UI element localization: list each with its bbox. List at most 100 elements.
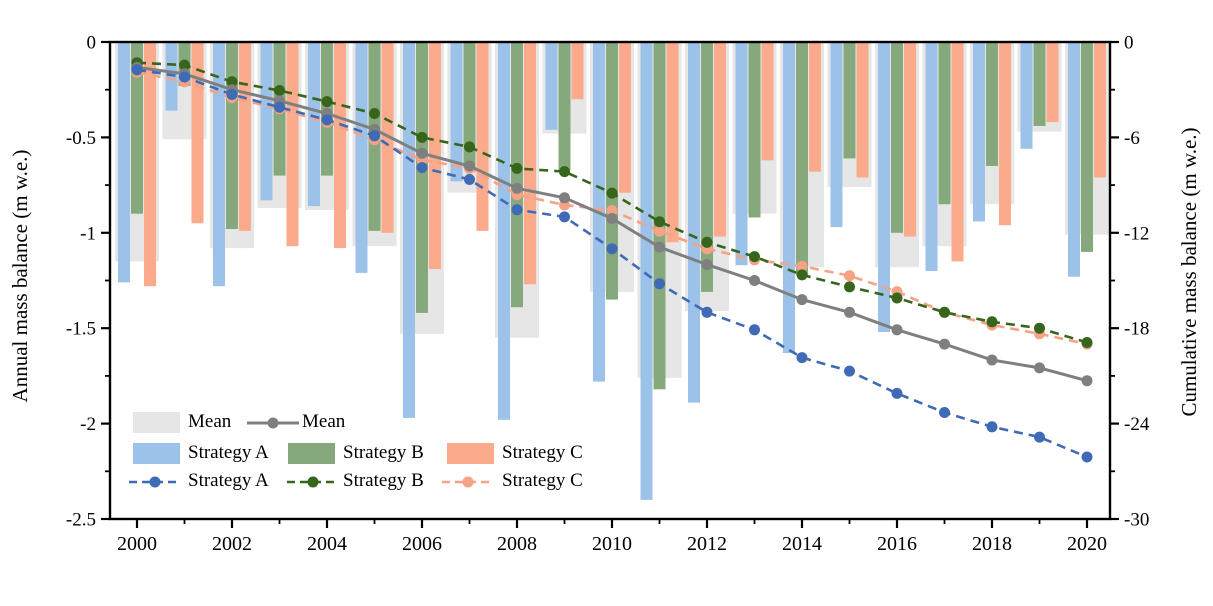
x-axis-tick-label-2016: 2016 — [877, 533, 917, 555]
bar-strategy-a-2018 — [973, 42, 985, 222]
point-mean-2017 — [939, 338, 950, 350]
point-strategy-b-2006 — [416, 131, 428, 143]
point-strategy-a-2012 — [701, 306, 713, 318]
bar-strategy-b-2020 — [1081, 42, 1093, 252]
point-strategy-b-2009 — [559, 166, 570, 178]
left-axis-title: Annual mass balance (m w.e.) — [8, 149, 32, 403]
point-mean-2014 — [796, 294, 808, 306]
point-strategy-b-2007 — [464, 141, 475, 153]
bar-strategy-a-2005 — [355, 42, 368, 273]
point-strategy-b-2011 — [654, 216, 665, 228]
lines-layer — [131, 57, 1093, 463]
bar-strategy-a-2002 — [213, 42, 225, 287]
point-strategy-a-2008 — [511, 204, 523, 216]
bar-strategy-b-2013 — [748, 42, 761, 218]
bar-strategy-a-2012 — [688, 42, 700, 403]
bar-strategy-c-2015 — [856, 42, 869, 178]
bar-strategy-c-2012 — [714, 42, 726, 237]
bar-strategy-c-2009 — [571, 42, 584, 100]
point-mean-2009 — [559, 192, 570, 204]
point-mean-2008 — [511, 182, 523, 194]
x-axis-tick-label-2002: 2002 — [212, 533, 252, 555]
bar-strategy-b-2016 — [891, 42, 903, 233]
bar-strategy-b-2011 — [653, 42, 666, 390]
point-mean-2012 — [701, 259, 713, 271]
bar-strategy-c-2002 — [239, 42, 251, 231]
bar-strategy-c-2016 — [904, 42, 916, 237]
bar-strategy-c-2000 — [144, 42, 156, 287]
bar-strategy-a-2019 — [1020, 42, 1033, 149]
point-strategy-b-2002 — [226, 76, 238, 88]
bar-strategy-c-2010 — [619, 42, 631, 193]
point-strategy-a-2016 — [891, 387, 903, 399]
x-axis-tick-label-2008: 2008 — [497, 533, 537, 555]
bar-strategy-c-2011 — [666, 42, 679, 243]
point-strategy-b-2001 — [179, 59, 190, 71]
point-strategy-a-2003 — [274, 101, 285, 113]
bar-strategy-b-2015 — [843, 42, 856, 159]
point-strategy-a-2002 — [226, 89, 238, 100]
point-strategy-a-2011 — [654, 278, 665, 290]
bar-strategy-a-2007 — [450, 42, 463, 182]
point-strategy-b-2016 — [891, 292, 903, 304]
point-strategy-c-2011 — [654, 225, 665, 237]
left-axis-tick-label-5: -2.5 — [66, 510, 96, 531]
left-axis-tick-label-3: -1.5 — [66, 319, 96, 340]
bar-strategy-c-2018 — [999, 42, 1011, 226]
point-strategy-b-2013 — [749, 251, 760, 263]
bar-strategy-b-2014 — [796, 42, 808, 275]
point-mean-2015 — [844, 306, 855, 318]
x-axis-tick-label-2006: 2006 — [402, 533, 442, 555]
left-axis-tick-label-0: 0 — [87, 33, 97, 54]
bar-strategy-a-2011 — [640, 42, 653, 500]
point-mean-2020 — [1081, 375, 1093, 387]
bar-strategy-c-2017 — [951, 42, 964, 262]
bar-strategy-a-2017 — [925, 42, 938, 271]
bar-strategy-a-2009 — [545, 42, 558, 130]
bar-strategy-a-2001 — [165, 42, 178, 111]
point-mean-2011 — [654, 241, 665, 253]
left-axis-tick-label-4: -2 — [80, 414, 96, 435]
point-strategy-b-2020 — [1081, 337, 1093, 348]
x-axis-tick-label-2018: 2018 — [972, 533, 1012, 555]
right-axis-title: Cumulative mass balance (m w.e.) — [1177, 127, 1201, 417]
x-axis-tick-label-2014: 2014 — [782, 533, 822, 555]
bar-strategy-c-2013 — [761, 42, 774, 161]
point-mean-2007 — [464, 160, 475, 172]
right-axis-tick-label-4: -24 — [1124, 414, 1150, 435]
bar-strategy-b-2017 — [938, 42, 951, 205]
bar-strategy-b-2006 — [416, 42, 428, 313]
bar-strategy-a-2004 — [308, 42, 320, 207]
bars-layer — [115, 42, 1109, 500]
point-strategy-c-2010 — [606, 205, 618, 216]
bar-strategy-a-2020 — [1068, 42, 1080, 277]
point-strategy-b-2014 — [796, 269, 808, 281]
point-strategy-a-2007 — [464, 174, 475, 185]
bar-strategy-c-2003 — [286, 42, 299, 247]
point-strategy-a-2014 — [796, 352, 808, 364]
bar-strategy-a-2008 — [498, 42, 510, 420]
point-strategy-a-2005 — [369, 130, 380, 142]
bar-strategy-b-2019 — [1033, 42, 1046, 126]
bar-strategy-b-2009 — [558, 42, 571, 170]
bar-strategy-a-2006 — [403, 42, 415, 418]
bar-strategy-a-2003 — [260, 42, 273, 201]
point-mean-2006 — [416, 147, 428, 159]
bar-strategy-a-2014 — [783, 42, 795, 353]
point-mean-2019 — [1034, 362, 1045, 374]
point-strategy-a-2019 — [1034, 431, 1045, 443]
bar-strategy-a-2015 — [830, 42, 843, 228]
point-mean-2013 — [749, 275, 760, 286]
x-axis-tick-label-2010: 2010 — [592, 533, 632, 555]
point-strategy-a-2010 — [606, 243, 618, 255]
right-axis-tick-label-3: -18 — [1124, 319, 1149, 340]
right-axis-tick-label-1: -6 — [1124, 128, 1140, 149]
point-strategy-a-2013 — [749, 324, 760, 336]
bar-strategy-c-2004 — [334, 42, 346, 249]
x-axis-tick-label-2004: 2004 — [307, 533, 347, 555]
bar-strategy-c-2020 — [1094, 42, 1106, 178]
bar-strategy-c-2014 — [809, 42, 821, 172]
point-strategy-a-2018 — [986, 421, 998, 433]
bar-strategy-b-2012 — [701, 42, 713, 292]
